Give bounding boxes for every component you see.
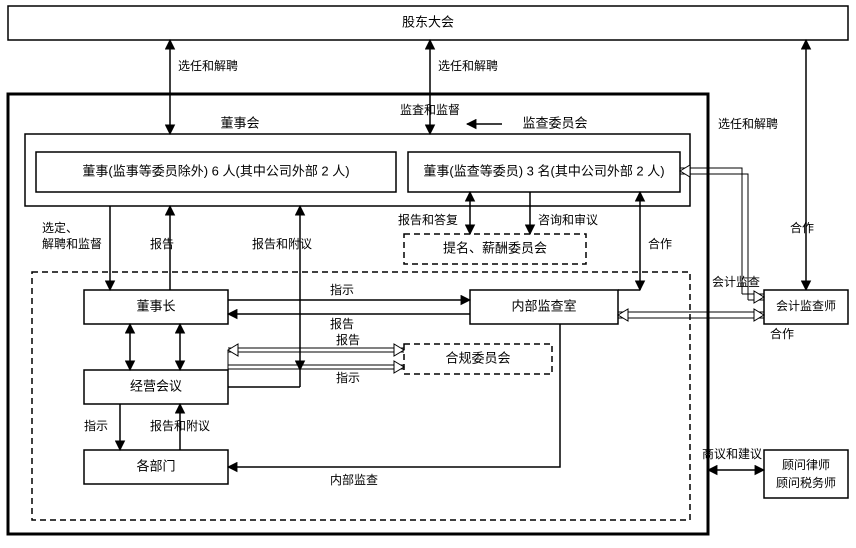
shareholders-label: 股东大会 [402,14,454,29]
advisors-label1: 顾问律师 [782,458,830,472]
lbl-report-reply: 报告和答复 [398,212,458,227]
lbl-coop1: 合作 [648,236,672,251]
lbl-instruct1: 指示 [330,282,354,297]
audit-office-label: 内部监查室 [511,298,576,313]
lbl-acct-audit: 会计监查 [712,275,760,289]
mgmt-meeting-label: 经营会议 [130,378,182,393]
audit-directors-label: 董事(监查等委员) 3 名(其中公司外部 2 人) [423,163,664,178]
org-structure-diagram: 股东大会 选任和解聘 选任和解聘 选任和解聘 董事会 监查委员会 监査和监督 董… [0,0,856,548]
lbl-supervise: 监査和监督 [400,102,460,117]
edge-auditoffice-accountant [618,309,764,321]
lbl-report-res2: 报告和附议 [150,418,210,433]
lbl-coop3: 合作 [770,326,794,341]
lbl-consult-advice: 商议和建议 [702,446,762,461]
audit-committee-title: 监查委员会 [522,115,587,130]
accountant-label: 会计监查师 [776,299,836,313]
advisors-label2: 顾问税务师 [776,475,836,490]
lbl-report2: 报告 [330,316,354,331]
lbl-instruct2: 指示 [336,370,360,385]
lbl-appoint1: 选任和解聘 [178,59,238,73]
lbl-select-sup1: 选定、 [42,220,78,235]
lbl-internal-audit: 内部监查 [330,472,378,487]
lbl-select-sup2: 解聘和监督 [42,236,102,251]
lbl-appoint2: 选任和解聘 [438,59,498,73]
lbl-coop2: 合作 [790,220,814,235]
lbl-appoint3: 选任和解聘 [718,117,778,131]
lbl-consult: 咨询和审议 [538,212,598,227]
lbl-report3: 报告 [336,332,360,347]
compliance-label: 合规委员会 [445,350,510,365]
nomination-comp-label: 提名、薪酬委员会 [443,240,547,255]
departments-label: 各部门 [136,458,175,473]
lbl-report-res1: 报告和附议 [252,236,312,251]
edge-mgmt-compliance [228,344,404,373]
directors-label: 董事(监事等委员除外) 6 人(其中公司外部 2 人) [82,163,349,178]
chairman-label: 董事长 [136,298,175,313]
lbl-report1: 报告 [150,236,174,251]
lbl-instruct3: 指示 [84,418,108,433]
board-title: 董事会 [220,115,259,130]
